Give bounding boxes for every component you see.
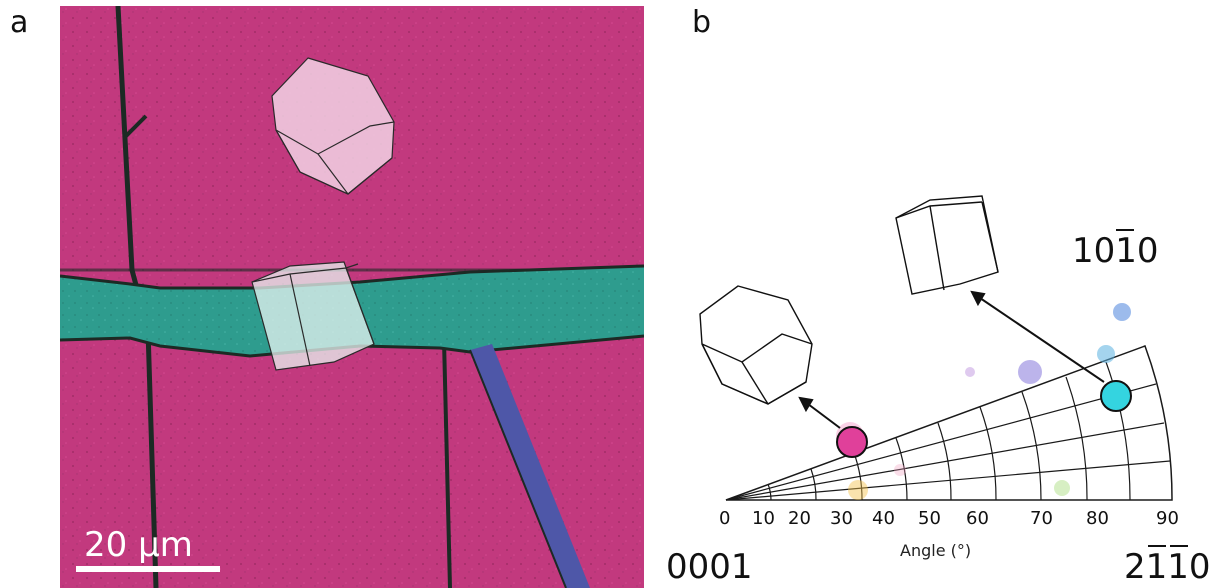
tick-label-10: 10 <box>752 508 775 529</box>
panel-b-letter: b <box>692 5 712 40</box>
tick-label-0: 0 <box>719 508 730 529</box>
grain-boundary-branch <box>122 114 148 140</box>
ipf-axis-label: Angle (°) <box>900 541 971 560</box>
tick-label-90: 90 <box>1156 508 1179 529</box>
ipf-arrows <box>798 290 1105 429</box>
ipf-grid-arcs <box>767 361 1131 501</box>
crystal-prism-left <box>699 285 813 405</box>
scale-bar: 20 μm <box>76 525 220 572</box>
panel-a-letter: a <box>10 5 29 40</box>
tick-label-50: 50 <box>918 508 941 529</box>
tick-label-70: 70 <box>1030 508 1053 529</box>
grain-boundary-middle-vertical <box>442 339 452 588</box>
scale-bar-label: 20 μm <box>84 525 193 565</box>
corner-label-0001: 0001 <box>666 547 753 587</box>
ipf-highlight-circle-high <box>1100 380 1132 412</box>
corner-label-1010: 1010 <box>1072 231 1159 271</box>
corner-label-2110: 2110 <box>1124 547 1211 587</box>
ipf-highlight-circle-low <box>836 426 868 458</box>
scale-bar-line <box>76 566 220 572</box>
ebsd-map: 20 μm <box>60 6 644 588</box>
ipf-sector-outline <box>725 345 1173 501</box>
tick-label-30: 30 <box>830 508 853 529</box>
ipf-grid-radials <box>725 383 1171 501</box>
thin-twin-band-diagonal <box>470 344 590 588</box>
tick-label-20: 20 <box>788 508 811 529</box>
hexagonal-prism-overlay-lower <box>251 261 375 371</box>
ipf-tick-labels: 0 10 20 30 40 50 60 70 80 90 <box>719 508 1179 529</box>
tick-label-60: 60 <box>966 508 989 529</box>
ipf-orientation-points <box>836 303 1131 500</box>
inverse-pole-figure: 0 10 20 30 40 50 60 70 80 90 Angle (°) 0… <box>666 195 1211 587</box>
tick-label-80: 80 <box>1086 508 1109 529</box>
hexagonal-prism-overlay-upper <box>271 57 395 195</box>
crystal-prism-right <box>895 195 999 295</box>
tick-label-40: 40 <box>872 508 895 529</box>
